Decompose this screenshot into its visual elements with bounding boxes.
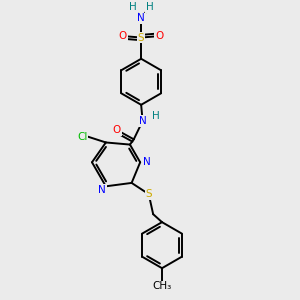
Text: H: H [129,2,137,12]
Text: N: N [98,185,106,195]
Text: O: O [119,31,127,41]
Text: O: O [155,31,164,41]
Text: H: H [146,2,153,12]
Text: N: N [143,157,151,167]
Text: CH₃: CH₃ [152,281,172,292]
Text: N: N [137,14,145,23]
Text: O: O [112,125,121,135]
Text: S: S [146,189,152,199]
Text: N: N [139,116,146,126]
Text: S: S [138,32,145,43]
Text: Cl: Cl [77,132,87,142]
Text: H: H [152,111,160,121]
